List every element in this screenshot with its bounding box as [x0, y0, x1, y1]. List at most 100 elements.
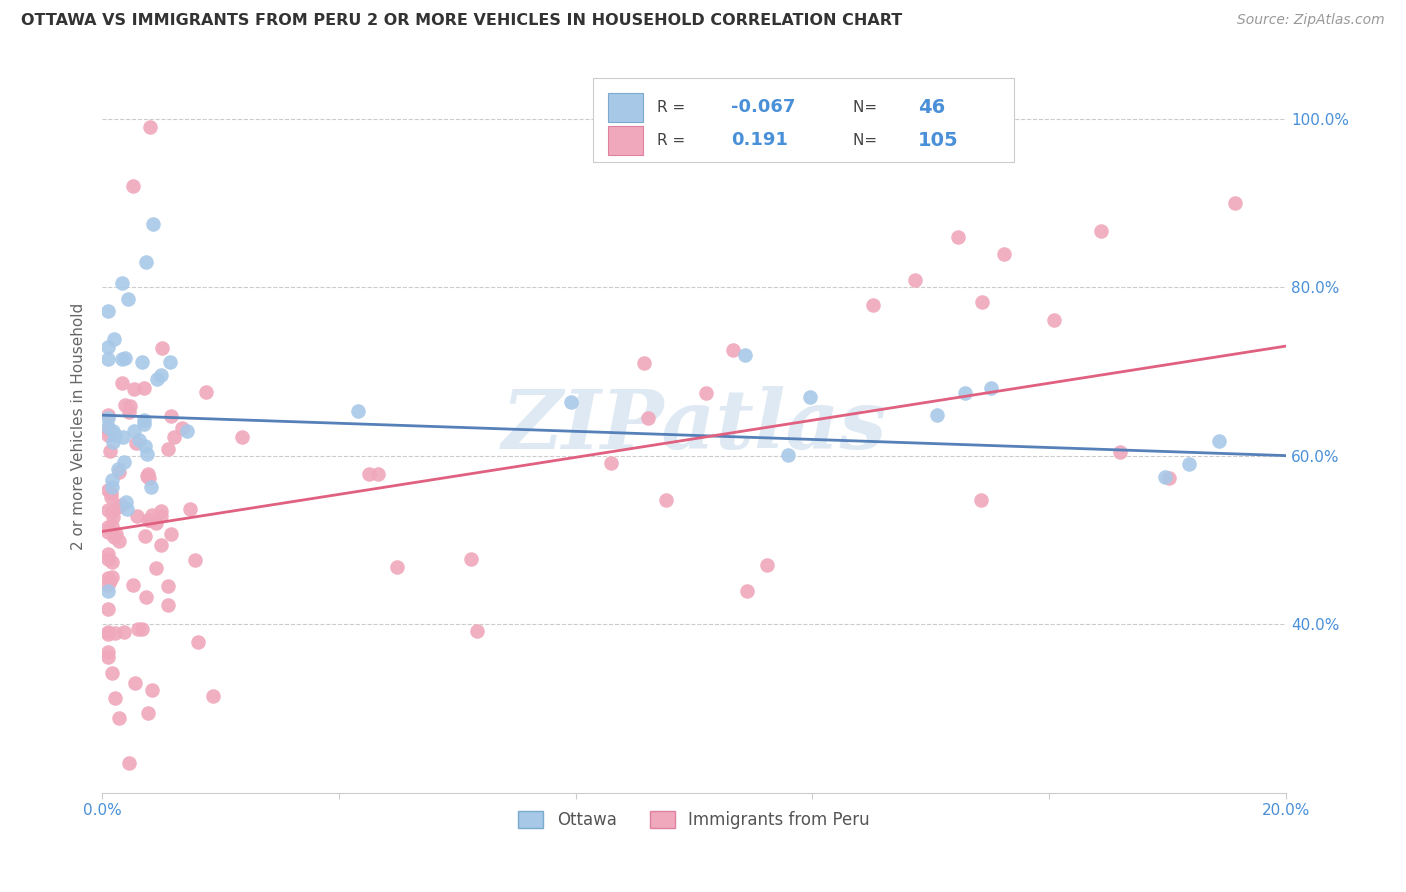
- Point: [1208, 434, 1230, 448]
- Point: [111, 376, 134, 391]
- Point: [97, 422, 120, 436]
- Point: [97, 547, 120, 561]
- Point: [134, 439, 156, 453]
- Point: [114, 398, 136, 412]
- Point: [1159, 471, 1181, 485]
- Point: [97, 420, 120, 434]
- Point: [101, 505, 124, 519]
- Point: [97, 578, 120, 592]
- Point: [117, 756, 139, 771]
- Point: [134, 529, 156, 543]
- Point: [100, 485, 122, 500]
- Point: [904, 273, 927, 287]
- Point: [136, 467, 159, 481]
- Point: [97, 649, 120, 664]
- Point: [139, 120, 162, 134]
- Point: [104, 690, 127, 705]
- Legend: Ottawa, Immigrants from Peru: Ottawa, Immigrants from Peru: [512, 804, 876, 836]
- Text: N=: N=: [852, 133, 882, 148]
- Point: [953, 385, 976, 400]
- Point: [125, 509, 148, 524]
- Point: [132, 412, 155, 426]
- Point: [135, 468, 157, 483]
- Point: [110, 352, 132, 367]
- Point: [187, 635, 209, 649]
- Point: [357, 467, 380, 481]
- Point: [695, 386, 717, 401]
- Point: [114, 351, 136, 365]
- Point: [367, 467, 389, 481]
- Point: [465, 624, 488, 638]
- Point: [145, 561, 167, 575]
- Point: [231, 430, 253, 444]
- Point: [993, 247, 1015, 261]
- Point: [176, 424, 198, 438]
- Point: [97, 519, 120, 533]
- Point: [346, 403, 368, 417]
- Point: [103, 530, 125, 544]
- Point: [112, 625, 135, 640]
- Point: [149, 504, 172, 518]
- Point: [97, 411, 120, 425]
- Point: [97, 525, 120, 540]
- Point: [97, 584, 120, 599]
- Point: [111, 276, 134, 290]
- Point: [115, 502, 138, 516]
- Text: OTTAWA VS IMMIGRANTS FROM PERU 2 OR MORE VEHICLES IN HOUSEHOLD CORRELATION CHART: OTTAWA VS IMMIGRANTS FROM PERU 2 OR MORE…: [21, 13, 903, 29]
- Point: [103, 332, 125, 346]
- Point: [97, 601, 120, 615]
- Point: [159, 409, 181, 424]
- Point: [142, 217, 165, 231]
- Point: [115, 495, 138, 509]
- Point: [170, 421, 193, 435]
- Point: [97, 304, 120, 318]
- Point: [98, 443, 121, 458]
- Point: [101, 555, 124, 569]
- Point: [141, 480, 163, 494]
- Point: [122, 424, 145, 438]
- Point: [131, 354, 153, 368]
- Point: [97, 625, 120, 640]
- Text: 0.191: 0.191: [731, 131, 787, 149]
- Point: [101, 474, 124, 488]
- Point: [104, 625, 127, 640]
- Point: [755, 558, 778, 572]
- Point: [118, 399, 141, 413]
- Point: [117, 292, 139, 306]
- Point: [134, 381, 156, 395]
- Text: 105: 105: [918, 131, 959, 150]
- Point: [135, 447, 157, 461]
- Point: [157, 598, 180, 612]
- Point: [108, 465, 131, 479]
- Point: [101, 424, 124, 438]
- Point: [194, 385, 217, 400]
- Point: [183, 553, 205, 567]
- Point: [107, 461, 129, 475]
- Point: [946, 229, 969, 244]
- Point: [100, 490, 122, 504]
- Text: R =: R =: [658, 100, 690, 115]
- Point: [387, 560, 409, 574]
- Point: [1109, 445, 1132, 459]
- Point: [97, 428, 120, 442]
- Point: [655, 493, 678, 508]
- Text: R =: R =: [658, 133, 690, 148]
- Point: [108, 711, 131, 725]
- Y-axis label: 2 or more Vehicles in Household: 2 or more Vehicles in Household: [72, 302, 86, 549]
- Text: Source: ZipAtlas.com: Source: ZipAtlas.com: [1237, 13, 1385, 28]
- Point: [108, 534, 131, 549]
- Point: [97, 351, 120, 366]
- Point: [970, 493, 993, 508]
- Point: [97, 409, 120, 423]
- Point: [1043, 313, 1066, 327]
- Point: [156, 579, 179, 593]
- Point: [972, 295, 994, 310]
- Point: [136, 706, 159, 720]
- Point: [97, 626, 120, 640]
- Point: [637, 411, 659, 425]
- Point: [150, 368, 173, 383]
- Point: [100, 665, 122, 680]
- Point: [734, 348, 756, 362]
- Point: [150, 341, 173, 355]
- Point: [160, 527, 183, 541]
